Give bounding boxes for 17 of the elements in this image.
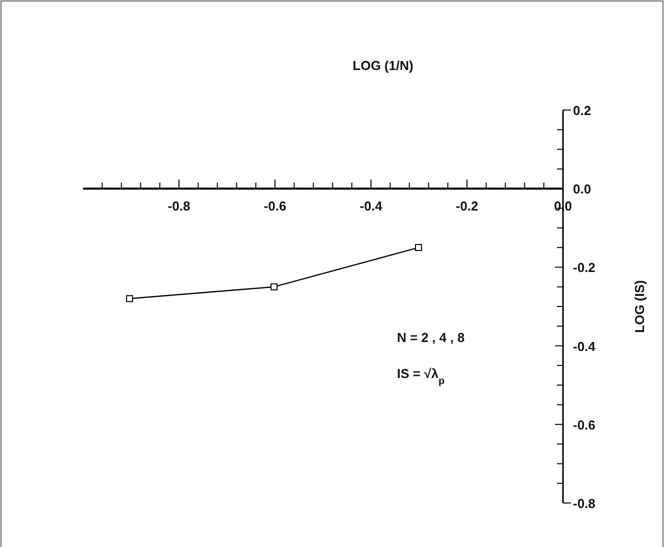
y-tick-label: -0.8 [573,496,596,511]
y-tick-label: 0.0 [573,182,592,197]
y-tick-label: -0.2 [573,260,596,276]
x-tick-label: -0.4 [360,198,383,214]
annotation: IS = √λ$_{p}$ [397,366,445,386]
point [126,295,134,302]
x-tick-label: -0.6 [264,198,286,214]
point [270,283,278,290]
x-tick-label: -0.8 [168,198,190,214]
y-tick-label: -0.4 [573,338,596,354]
y-tick-label: 0.2 [573,103,592,118]
x-axis-title: LOG (1/N) [352,58,414,73]
x-tick-label: -0.2 [456,198,478,214]
annotation: N = 2 , 4 , 8 [397,330,465,345]
y-tick-label: -0.6 [573,417,596,432]
point [415,244,422,252]
y-axis-title: LOG (IS) [632,280,647,333]
